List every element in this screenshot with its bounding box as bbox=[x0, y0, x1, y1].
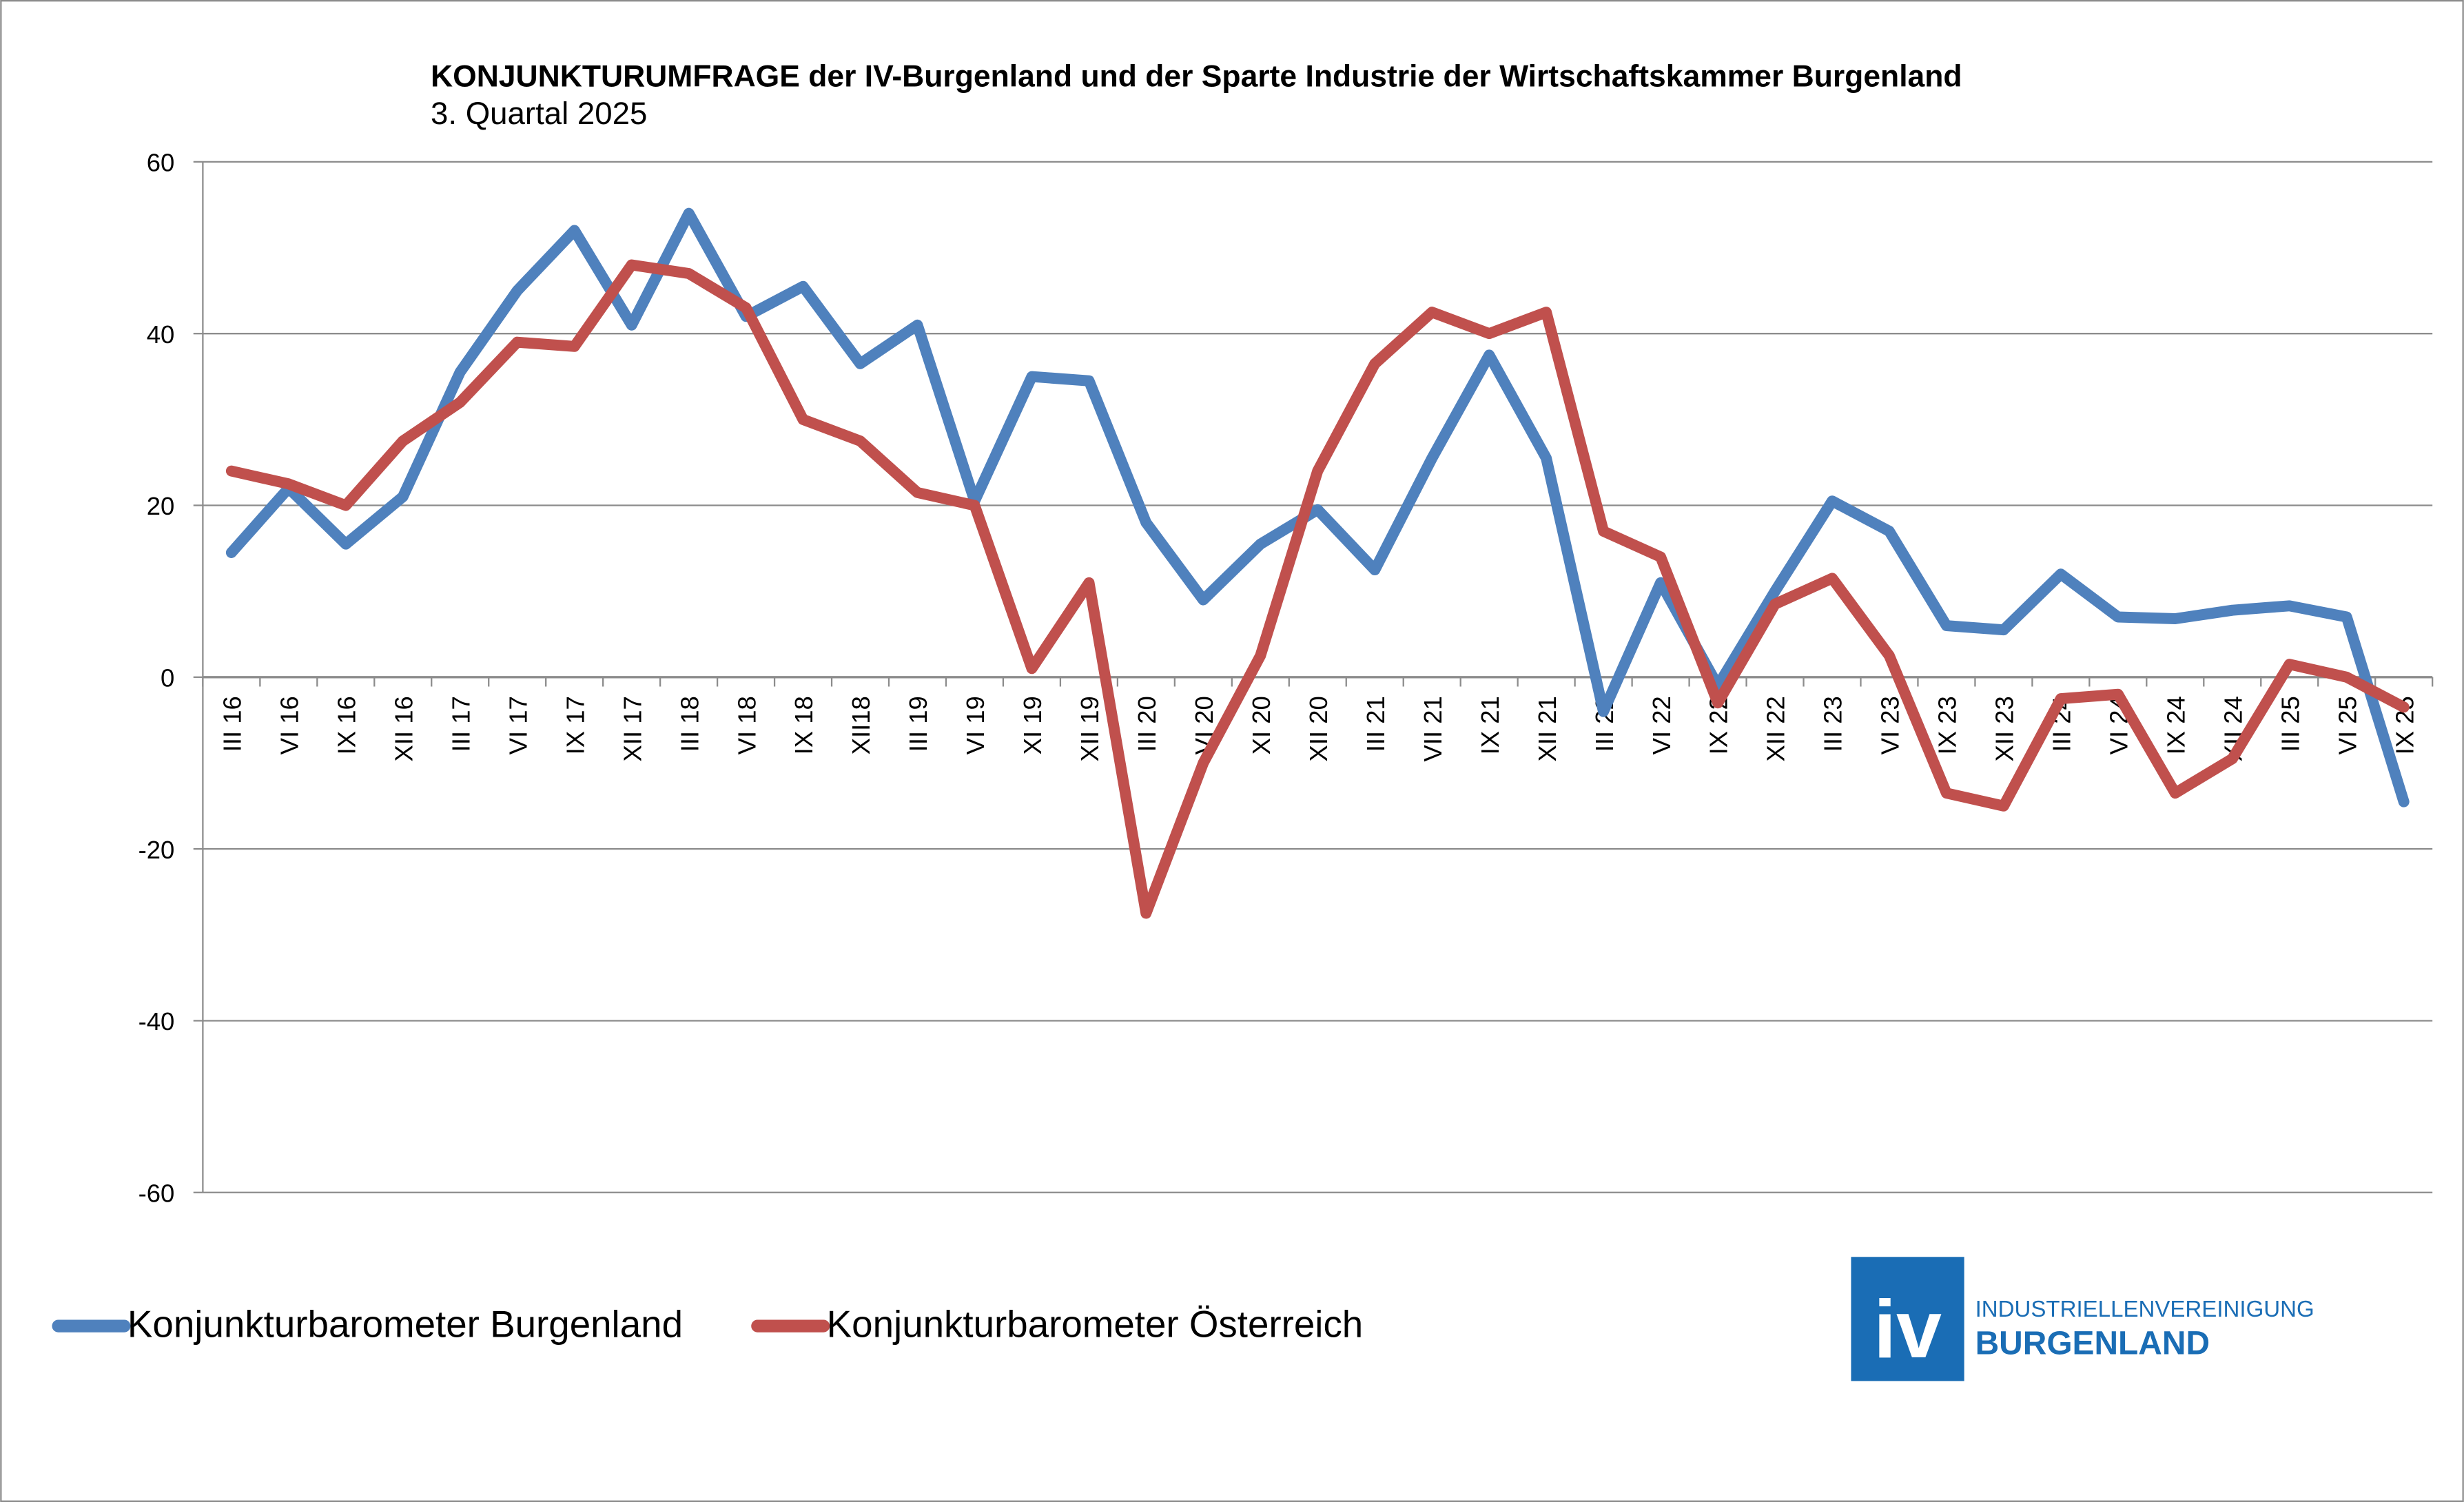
x-tick-label: XII 16 bbox=[389, 696, 418, 761]
logo-mark-box bbox=[1851, 1257, 1964, 1381]
x-tick-label: III 25 bbox=[2276, 696, 2304, 752]
y-tick-label: -60 bbox=[138, 1179, 175, 1207]
chart-title: KONJUNKTURUMFRAGE der IV-Burgenland und … bbox=[431, 59, 1962, 93]
legend-item-oesterreich: Konjunkturbarometer Österreich bbox=[751, 1303, 1364, 1346]
x-tick-label: IX 16 bbox=[332, 696, 360, 754]
x-tick-label: XI 19 bbox=[1018, 696, 1047, 754]
x-tick-label: III 16 bbox=[218, 696, 247, 752]
y-tick-label: 60 bbox=[147, 149, 175, 177]
y-tick-label: -40 bbox=[138, 1007, 175, 1036]
x-tick-label: XII 21 bbox=[1533, 696, 1561, 761]
series-lines bbox=[225, 207, 2410, 919]
x-tick-label: VI 19 bbox=[961, 696, 989, 754]
legend-label-burgenland: Konjunkturbarometer Burgenland bbox=[127, 1303, 683, 1346]
chart-subtitle: 3. Quartal 2025 bbox=[431, 96, 647, 131]
x-tick-label: VI 23 bbox=[1876, 696, 1905, 754]
logo-line2: BURGENLAND bbox=[1975, 1326, 2210, 1362]
x-tick-label: XII 17 bbox=[618, 696, 646, 761]
x-tick-label: XII 23 bbox=[1991, 696, 2019, 761]
x-tick-label: VI 25 bbox=[2333, 696, 2361, 754]
y-tick-label: 40 bbox=[147, 320, 175, 349]
x-tick-label: IX 24 bbox=[2162, 696, 2190, 754]
x-tick-label: III 23 bbox=[1819, 696, 1847, 752]
x-tick-label: III 21 bbox=[1362, 696, 1390, 752]
x-tick-label: VII 21 bbox=[1419, 696, 1447, 761]
x-tick-label: XII 20 bbox=[1304, 696, 1333, 761]
x-tick-label: III 19 bbox=[904, 696, 932, 752]
x-tick-label: VI 18 bbox=[732, 696, 761, 754]
legend-label-oesterreich: Konjunkturbarometer Österreich bbox=[827, 1303, 1364, 1346]
y-tick-label: 20 bbox=[147, 492, 175, 520]
x-tick-label: III 18 bbox=[675, 696, 704, 752]
x-tick-label: IX 21 bbox=[1476, 696, 1504, 754]
x-tick-label: XII18 bbox=[847, 696, 875, 754]
x-tick-label: III 20 bbox=[1133, 696, 1161, 752]
x-tick-label: VI 22 bbox=[1647, 696, 1676, 754]
legend-item-burgenland: Konjunkturbarometer Burgenland bbox=[52, 1303, 683, 1346]
x-tick-label: XI 20 bbox=[1247, 696, 1275, 754]
iv-logo: iv INDUSTRIELLENVEREINIGUNG BURGENLAND bbox=[1851, 1257, 2314, 1381]
legend: Konjunkturbarometer Burgenland Konjunktu… bbox=[52, 1303, 1364, 1346]
x-tick-label: VI 17 bbox=[504, 696, 532, 754]
logo-mark: iv bbox=[1873, 1284, 1942, 1375]
y-tick-label: 0 bbox=[161, 664, 174, 692]
x-tick-label: XII 19 bbox=[1076, 696, 1104, 761]
y-tick-label: -20 bbox=[138, 836, 175, 864]
logo-line1: INDUSTRIELLENVEREINIGUNG bbox=[1975, 1297, 2314, 1322]
x-tick-label: XII 22 bbox=[1762, 696, 1790, 761]
x-tick-label: IX 23 bbox=[1933, 696, 1962, 754]
x-tick-label: III 17 bbox=[446, 696, 475, 752]
x-tick-label: VI 16 bbox=[276, 696, 304, 754]
x-axis: III 16 VI 16 IX 16 XII 16 III 17 VI 17 IX 17 XI… bbox=[202, 676, 2434, 761]
x-tick-label: IX 17 bbox=[561, 696, 589, 754]
x-tick-label: IX 18 bbox=[790, 696, 818, 754]
y-axis: 60 40 20 0 -20 -40 -60 bbox=[138, 149, 204, 1207]
